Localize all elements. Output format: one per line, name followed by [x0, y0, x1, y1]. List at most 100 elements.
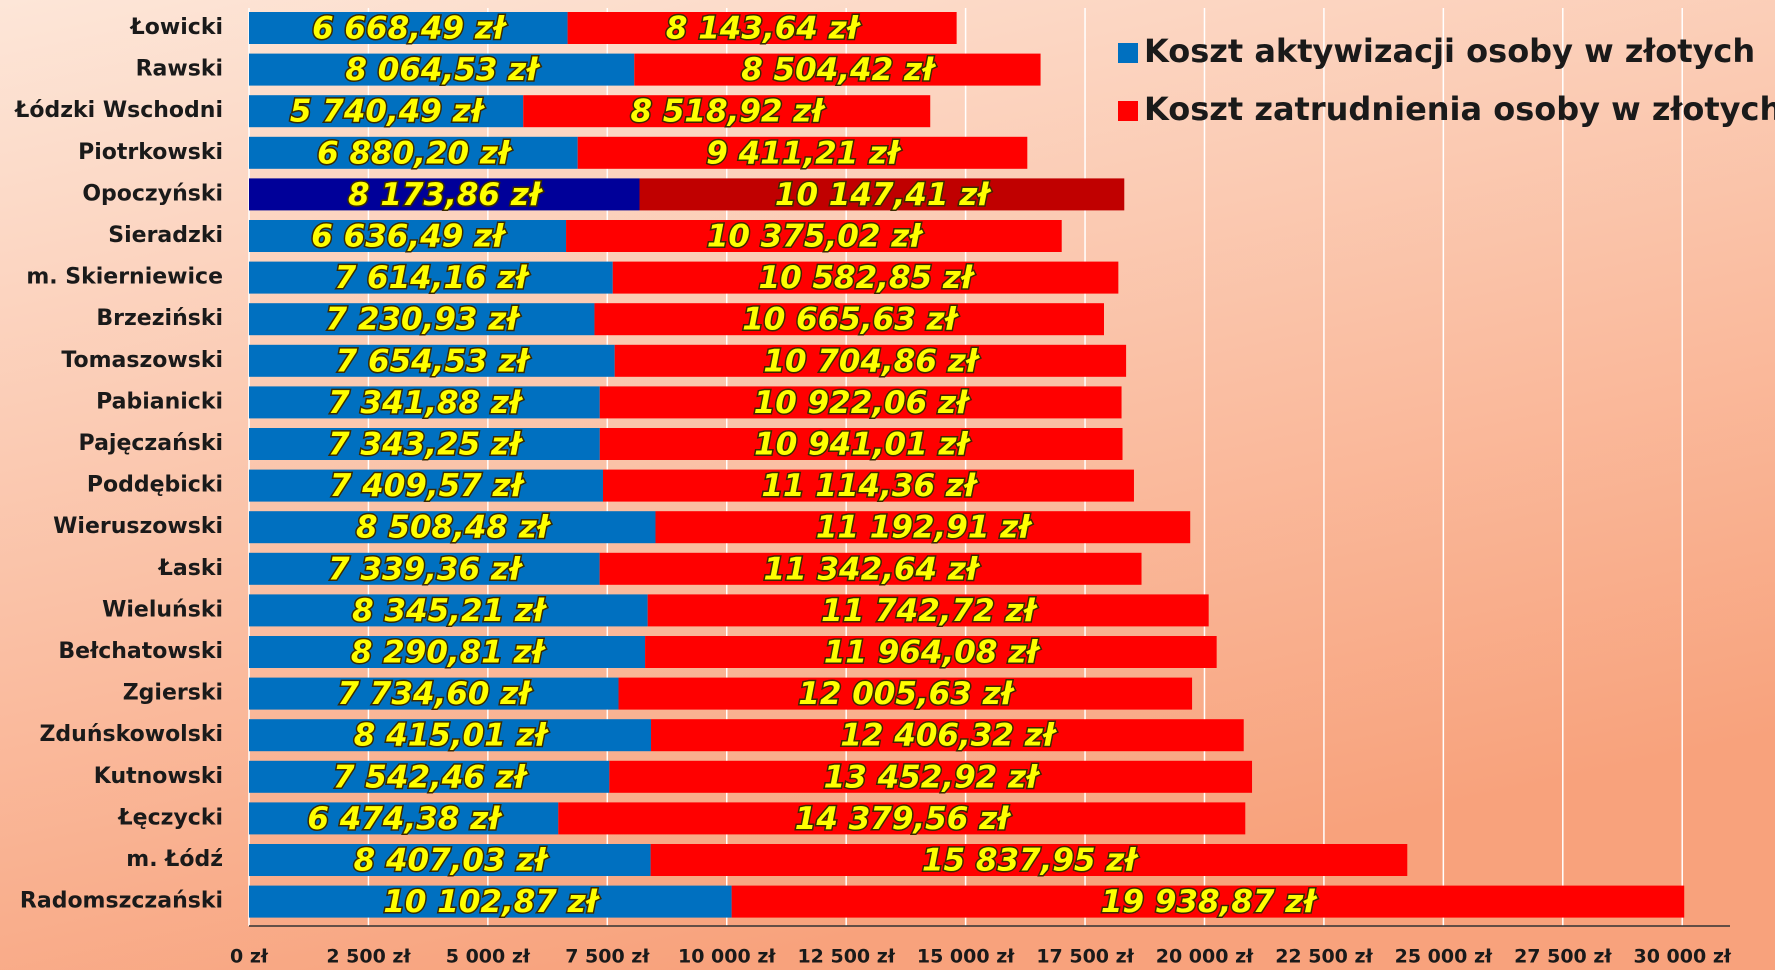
bar-segment — [249, 178, 640, 211]
bar-segment — [650, 844, 1408, 876]
value-label: 12 406,32 zł — [840, 718, 1057, 754]
value-label: 15 837,95 zł — [922, 843, 1139, 879]
value-label: 8 173,86 zł — [348, 177, 544, 213]
bar-segment — [249, 428, 600, 460]
category-label: Radomszczański — [20, 889, 223, 914]
bar-segment — [609, 760, 1253, 793]
x-tick-label: 25 000 zł — [1395, 946, 1493, 968]
value-label: 11 964,08 zł — [824, 635, 1041, 671]
value-label: 6 880,20 zł — [317, 135, 513, 171]
category-label: Rawski — [136, 57, 223, 82]
value-label: 11 114,36 zł — [761, 468, 978, 504]
x-tick-label: 2 500 zł — [326, 946, 411, 968]
value-label: 10 375,02 zł — [707, 219, 924, 255]
category-label: m. Skierniewice — [26, 265, 223, 290]
legend-swatch — [1118, 101, 1138, 121]
legend-label: Koszt aktywizacji osoby w złotych — [1144, 32, 1755, 70]
value-label: 7 343,25 zł — [328, 427, 524, 463]
bar-segment — [558, 802, 1246, 835]
x-tick-label: 7 500 zł — [565, 946, 650, 968]
x-tick-label: 27 500 zł — [1514, 946, 1612, 968]
value-label: 7 409,57 zł — [330, 468, 526, 504]
x-tick-label: 17 500 zł — [1036, 946, 1134, 968]
bar-segment — [599, 552, 1142, 585]
x-tick-label: 30 000 zł — [1633, 946, 1731, 968]
value-label: 19 938,87 zł — [1101, 884, 1318, 920]
value-label: 8 345,21 zł — [352, 593, 548, 629]
bar-segment — [618, 677, 1193, 710]
bar-segment — [647, 594, 1209, 627]
value-label: 6 668,49 zł — [312, 11, 508, 47]
bar-segment — [249, 719, 652, 752]
bar-segment — [567, 12, 957, 44]
value-label: 8 290,81 zł — [351, 635, 547, 671]
category-label: Tomaszowski — [61, 348, 223, 373]
value-label: 7 339,36 zł — [328, 551, 524, 587]
category-label: Łaski — [158, 556, 223, 581]
value-label: 7 542,46 zł — [333, 759, 529, 795]
category-label: Łowicki — [130, 15, 223, 40]
x-tick-label: 0 zł — [230, 946, 269, 968]
bar-segment — [249, 386, 600, 419]
bar-segment — [602, 469, 1134, 502]
category-label: Zduńskowolski — [39, 722, 223, 747]
bar-segment — [731, 885, 1685, 918]
bar-segment — [249, 802, 559, 835]
x-tick-label: 20 000 zł — [1156, 946, 1254, 968]
value-label: 14 379,56 zł — [795, 801, 1012, 837]
bar-segment — [249, 261, 613, 294]
bar-segment — [249, 677, 619, 710]
value-label: 10 922,06 zł — [754, 385, 971, 421]
category-label: Zgierski — [123, 681, 223, 706]
category-label: Poddębicki — [87, 473, 223, 498]
bar-segment — [655, 511, 1191, 544]
value-label: 10 665,63 zł — [742, 302, 959, 338]
bar-segment — [249, 885, 732, 918]
value-label: 7 654,53 zł — [336, 343, 532, 379]
value-label: 9 411,21 zł — [706, 135, 902, 171]
value-label: 10 102,87 zł — [383, 884, 600, 920]
bar-segment — [612, 261, 1119, 294]
bar-segment — [249, 760, 610, 793]
bar-segment — [645, 636, 1217, 668]
value-label: 13 452,92 zł — [824, 759, 1041, 795]
value-label: 7 734,60 zł — [338, 676, 534, 712]
x-tick-label: 5 000 zł — [446, 946, 531, 968]
category-label: Opoczyński — [82, 181, 223, 206]
bar-segment — [599, 428, 1123, 460]
value-label: 10 582,85 zł — [759, 260, 976, 296]
value-label: 6 474,38 zł — [307, 801, 503, 837]
bar-segment — [651, 719, 1244, 752]
bar-segment — [639, 178, 1125, 211]
category-label: Pajęczański — [79, 431, 223, 456]
value-label: 11 342,64 zł — [764, 551, 981, 587]
bar-segment — [566, 220, 1062, 252]
value-label: 10 704,86 zł — [763, 343, 980, 379]
value-label: 5 740,49 zł — [290, 94, 486, 130]
bar-segment — [577, 136, 1028, 169]
category-label: Wieruszowski — [53, 514, 223, 539]
category-label: Kutnowski — [94, 764, 223, 789]
value-label: 7 230,93 zł — [325, 302, 521, 338]
value-label: 7 341,88 zł — [328, 385, 524, 421]
category-label: Bełchatowski — [58, 639, 223, 664]
value-label: 6 636,49 zł — [311, 219, 507, 255]
legend-label: Koszt zatrudnienia osoby w złotych — [1144, 90, 1775, 128]
bar-segment — [249, 469, 603, 502]
category-label: Wieluński — [102, 597, 223, 622]
value-label: 12 005,63 zł — [798, 676, 1015, 712]
bar-segment — [249, 53, 635, 86]
bar-segment — [523, 95, 931, 128]
bar-segment — [249, 511, 656, 544]
x-tick-label: 10 000 zł — [678, 946, 776, 968]
bar-segment — [249, 95, 524, 128]
legend-swatch — [1118, 43, 1138, 63]
category-label: m. Łódź — [126, 847, 223, 872]
bar-segment — [249, 594, 648, 627]
value-label: 11 192,91 zł — [816, 510, 1033, 546]
x-tick-label: 15 000 zł — [917, 946, 1015, 968]
value-label: 11 742,72 zł — [821, 593, 1038, 629]
category-label: Łęczycki — [118, 805, 223, 830]
bar-segment — [249, 303, 595, 336]
